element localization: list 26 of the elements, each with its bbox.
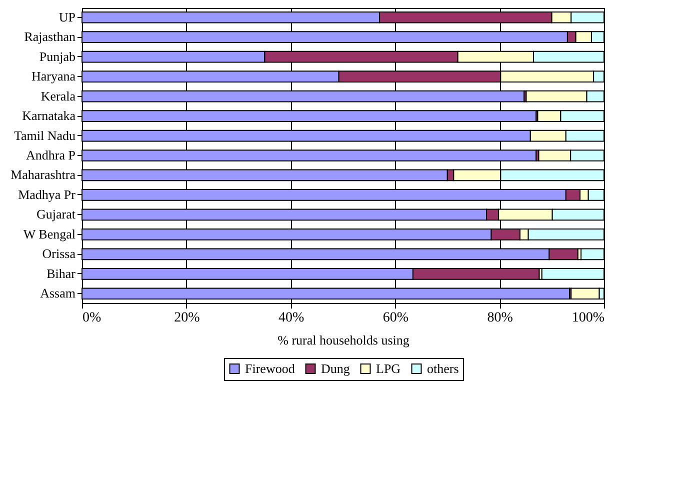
y-tick-label: Madhya Pr: [18, 186, 76, 202]
legend-label: LPG: [376, 360, 401, 376]
y-tick-label: UP: [58, 9, 76, 24]
x-tick-label: 0%: [82, 310, 102, 326]
x-axis-title: % rural households using: [278, 332, 410, 348]
y-tick-label: Assam: [40, 286, 76, 301]
x-tick-label: 40%: [278, 310, 304, 326]
y-tick-label: Bihar: [46, 266, 76, 281]
y-tick-label: Gujarat: [36, 206, 76, 222]
y-tick-label: Punjab: [39, 48, 76, 64]
legend-label: Dung: [321, 360, 350, 376]
y-tick-label: W Bengal: [23, 226, 76, 242]
y-tick-label: Rajasthan: [24, 29, 76, 44]
y-tick-label: Andhra P: [26, 148, 76, 162]
x-tick-label: 60%: [382, 310, 409, 326]
x-tick-label: 100%: [572, 310, 605, 326]
y-tick-label: Kerala: [40, 88, 76, 104]
y-tick-label: Karnataka: [22, 108, 76, 124]
legend-label: Firewood: [245, 360, 296, 376]
x-tick-label: 20%: [174, 310, 200, 326]
y-tick-label: Haryana: [31, 68, 76, 84]
y-tick-label: Orissa: [42, 246, 76, 262]
legend-label: others: [427, 360, 459, 376]
x-tick-label: 80%: [487, 310, 514, 326]
y-tick-label: Maharashtra: [10, 167, 76, 182]
y-tick-label: Tamil Nadu: [14, 128, 76, 143]
